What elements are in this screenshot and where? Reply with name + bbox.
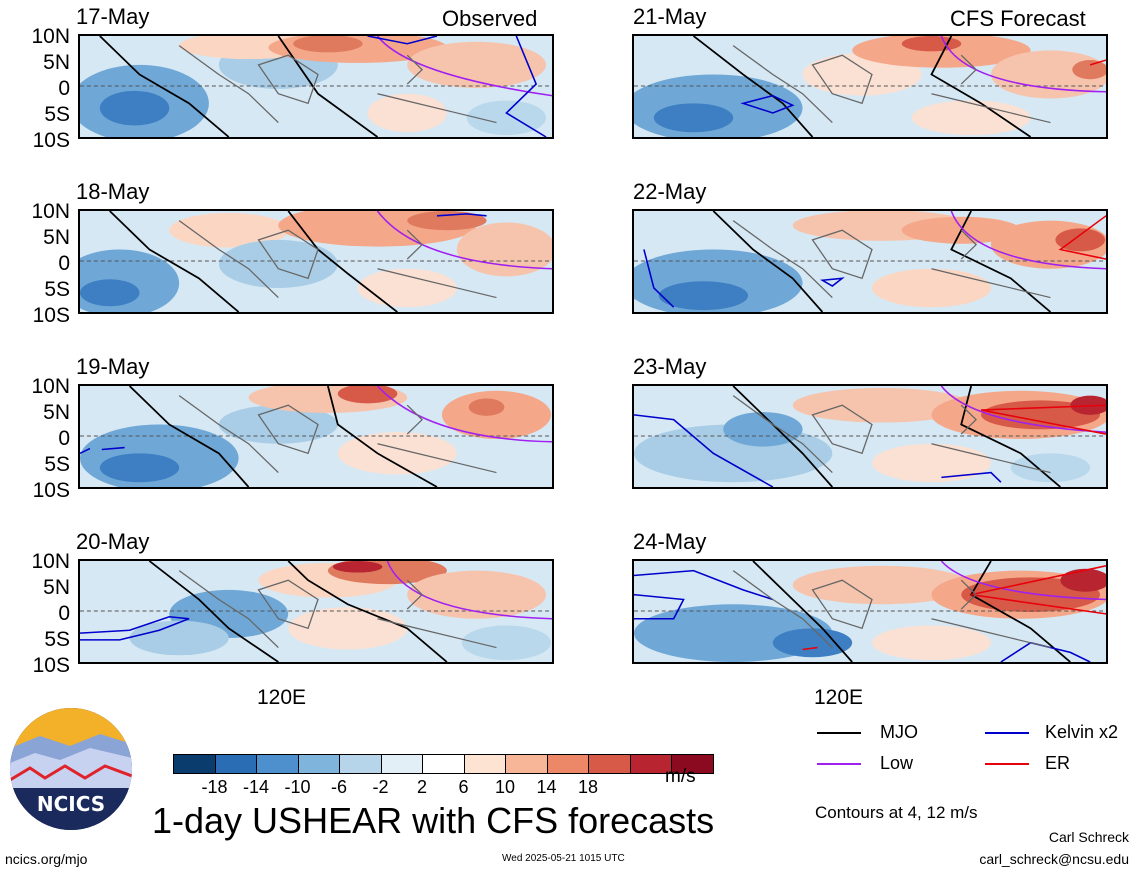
lat-label: 5S: [44, 278, 70, 301]
shear-field-map: [634, 386, 1106, 487]
lat-label: 5N: [43, 51, 70, 74]
lat-label: 10S: [32, 129, 70, 152]
date-label-fc-2: 22-May: [633, 179, 707, 204]
lat-label: 10N: [31, 200, 70, 223]
date-label-obs-4: 20-May: [76, 529, 150, 554]
shear-field-map: [80, 211, 552, 312]
logo-text: NCICS: [36, 792, 106, 816]
map-panel-obs-2: [78, 209, 554, 314]
colorbar-tick-label: -2: [372, 777, 389, 797]
colorbar-swatch: [297, 755, 339, 773]
colorbar-units: m/s: [665, 766, 696, 787]
footer-url: ncics.org/mjo: [5, 851, 88, 867]
colorbar-swatch: [339, 755, 381, 773]
lat-label: 0: [58, 252, 70, 275]
shear-field-map: [634, 561, 1106, 662]
footer-author: Carl Schreck: [1048, 829, 1129, 845]
footer-email: carl_schreck@ncsu.edu: [979, 851, 1129, 867]
colorbar-swatch: [422, 755, 464, 773]
lat-label: 5S: [44, 628, 70, 651]
lon-label-right: 120E: [814, 686, 864, 709]
shear-field-map: [634, 211, 1106, 312]
map-panel-fc-1: [632, 34, 1108, 139]
lat-label: 10S: [32, 479, 70, 502]
legend-mjo-label: MJO: [880, 722, 918, 742]
lat-label: 10N: [31, 25, 70, 48]
colorbar-swatch: [174, 755, 215, 773]
forecast-label: CFS Forecast: [950, 6, 1086, 31]
colorbar-tick-label: 6: [458, 777, 469, 797]
date-label-fc-3: 23-May: [633, 354, 707, 379]
date-label-obs-1: 17-May: [76, 4, 150, 29]
contours-note: Contours at 4, 12 m/s: [815, 803, 978, 822]
lon-label-left: 120E: [257, 686, 307, 709]
map-panel-obs-4: [78, 559, 554, 664]
lat-label: 10N: [31, 375, 70, 398]
colorbar-swatch: [214, 755, 256, 773]
colorbar-swatch: [380, 755, 422, 773]
lat-label: 0: [58, 77, 70, 100]
lat-label: 10N: [31, 550, 70, 573]
chart-title: 1-day USHEAR with CFS forecasts: [152, 800, 715, 841]
colorbar-tick-label: -10: [284, 777, 311, 797]
ncics-logo: NCICS: [10, 708, 132, 830]
date-label-fc-1: 21-May: [633, 4, 707, 29]
colorbar-swatch: [463, 755, 505, 773]
shear-field-map: [634, 36, 1106, 137]
colorbar-swatch: [546, 755, 588, 773]
legend-er-label: ER: [1045, 753, 1071, 773]
shear-field-map: [80, 561, 552, 662]
date-label-fc-4: 24-May: [633, 529, 707, 554]
map-panel-fc-2: [632, 209, 1108, 314]
lat-label: 10S: [32, 654, 70, 677]
shear-field-map: [80, 386, 552, 487]
colorbar-tick-label: -6: [330, 777, 348, 797]
observed-label: Observed: [442, 6, 538, 31]
map-panel-obs-3: [78, 384, 554, 489]
lat-label: 5N: [43, 401, 70, 424]
footer-timestamp: Wed 2025-05-21 1015 UTC: [502, 853, 625, 864]
colorbar-swatch: [256, 755, 298, 773]
lat-label: 0: [58, 602, 70, 625]
colorbar-tick-label: 18: [577, 777, 599, 797]
colorbar-swatch: [588, 755, 630, 773]
colorbar-swatch: [629, 755, 671, 773]
legend-er-line: [985, 763, 1029, 765]
colorbar-tick-label: -14: [242, 777, 270, 797]
lat-label: 5S: [44, 453, 70, 476]
lat-label: 0: [58, 427, 70, 450]
map-panel-obs-1: [78, 34, 554, 139]
colorbar-tick-label: 10: [494, 777, 516, 797]
lat-label: 5S: [44, 103, 70, 126]
legend-kelvin-line: [985, 732, 1029, 734]
date-label-obs-2: 18-May: [76, 179, 150, 204]
map-panel-fc-3: [632, 384, 1108, 489]
colorbar-swatch: [671, 755, 713, 773]
legend-low-label: Low: [880, 753, 914, 773]
shear-field-map: [80, 36, 552, 137]
legend-kelvin-label: Kelvin x2: [1045, 722, 1119, 742]
legend-low-line: [817, 763, 861, 765]
colorbar-swatch: [505, 755, 547, 773]
colorbar-tick-label: -18: [201, 777, 228, 797]
legend-mjo-line: [817, 732, 861, 734]
lat-label: 5N: [43, 576, 70, 599]
map-panel-fc-4: [632, 559, 1108, 664]
colorbar-tick-label: 14: [536, 777, 557, 797]
lat-label: 5N: [43, 226, 70, 249]
colorbar: [173, 754, 714, 774]
lat-label: 10S: [32, 304, 70, 327]
colorbar-tick-label: 2: [416, 777, 428, 797]
date-label-obs-3: 19-May: [76, 354, 150, 379]
